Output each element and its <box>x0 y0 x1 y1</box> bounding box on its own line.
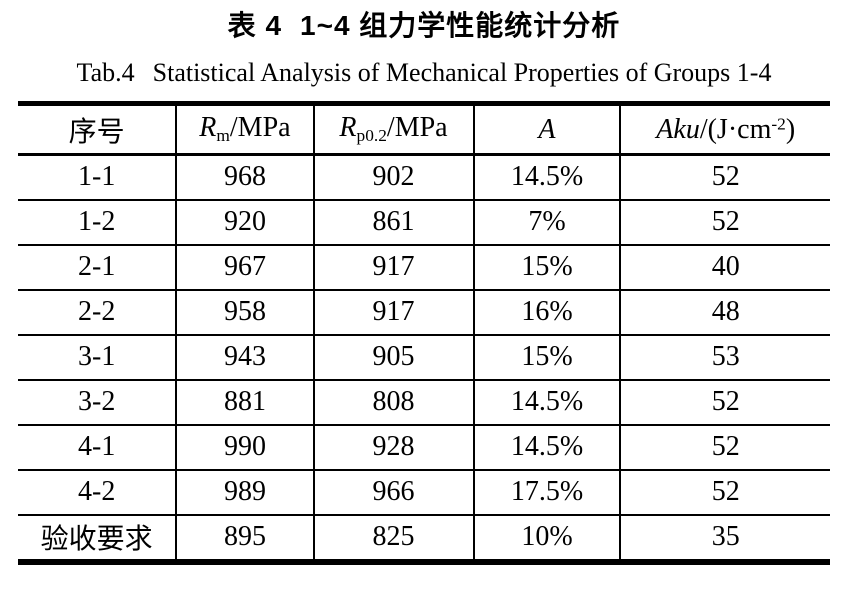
header-segment: ) <box>785 113 796 145</box>
table-cell-rm-mpa: 990 <box>175 424 314 470</box>
table-cell-rp02-mpa: 905 <box>312 334 474 380</box>
table-cell-elongation-a: 14.5% <box>472 424 621 470</box>
header-segment: /(J·cm <box>699 113 772 145</box>
table-cell-aku-impact: 40 <box>619 244 830 290</box>
table-cell-rp02-mpa: 966 <box>312 469 474 515</box>
table-cell-aku-impact: 52 <box>619 379 830 425</box>
table-cell-rm-mpa: 895 <box>175 514 314 562</box>
table-cell-rp02-mpa: 902 <box>312 154 474 200</box>
table-cell-rp02-mpa: 808 <box>312 379 474 425</box>
table-cell-sequence-number: 2-2 <box>78 296 116 327</box>
table-cell-aku-impact: 35 <box>619 514 830 562</box>
column-header-rm-mpa: Rm/MPa <box>175 103 314 155</box>
table-cell-rm-mpa: 881 <box>175 379 314 425</box>
table-row: 4-1 990 928 14.5% 52 <box>18 424 830 470</box>
table-cell-elongation-a: 7% <box>472 199 621 245</box>
table-row: 1-1 968 902 14.5% 52 <box>18 154 830 200</box>
table-cell-elongation-a: 14.5% <box>472 379 621 425</box>
column-header-sequence-number: 序号 <box>18 104 176 155</box>
table-cell-sequence-number: 4-1 <box>78 431 116 462</box>
table-caption-english: Tab.4 Statistical Analysis of Mechanical … <box>0 56 848 90</box>
table-cell-elongation-a: 17.5% <box>472 469 621 515</box>
table-body: 1-1 968 902 14.5% 52 1-2 920 861 7% 52 2-1 967 917 15… <box>18 154 830 562</box>
table-cell-sequence-number: 验收要求 <box>40 524 153 555</box>
table-row: 1-2 920 861 7% 52 <box>18 199 830 245</box>
table-cell-sequence-number: 1-2 <box>78 206 116 237</box>
column-header-aku-impact: Aku/(J·cm-2) <box>619 103 830 155</box>
table-cell-rp02-mpa: 825 <box>312 514 474 562</box>
table-row: 3-2 881 808 14.5% 52 <box>18 379 830 425</box>
table-cell-sequence-number: 3-2 <box>78 386 116 417</box>
header-segment: m <box>216 126 230 146</box>
table-cell-sequence-number: 2-1 <box>78 251 116 282</box>
table-cell-aku-impact: 52 <box>619 199 830 245</box>
table-row: 2-1 967 917 15% 40 <box>18 244 830 290</box>
header-segment: -2 <box>771 113 786 133</box>
table-cell-sequence-number: 1-1 <box>78 161 116 193</box>
table-cell-rp02-mpa: 917 <box>312 289 474 335</box>
table-cell-elongation-a: 14.5% <box>472 154 621 200</box>
header-segment: p0.2 <box>356 126 387 146</box>
table-cell-elongation-a: 15% <box>472 334 621 380</box>
column-header-elongation-a: A <box>472 103 621 155</box>
table-cell-aku-impact: 52 <box>619 424 830 470</box>
table-cell-elongation-a: 15% <box>472 244 621 290</box>
mechanical-properties-table: 序号 Rm/MPa Rp0.2/MPa A Aku/(J·cm-2) 1-1 968 902… <box>18 101 830 565</box>
table-row: 3-1 943 905 15% 53 <box>18 334 830 380</box>
table-cell-rp02-mpa: 917 <box>312 244 474 290</box>
table-row: 2-2 958 917 16% 48 <box>18 289 830 335</box>
column-header-rp02-mpa: Rp0.2/MPa <box>312 103 474 155</box>
table-cell-aku-impact: 53 <box>619 334 830 380</box>
table-caption-english-label: Tab.4 <box>76 58 135 87</box>
table-cell-sequence-number: 3-1 <box>78 341 116 372</box>
table-caption-chinese-label: 表 4 <box>227 10 283 41</box>
table-head: 序号 Rm/MPa Rp0.2/MPa A Aku/(J·cm-2) <box>18 103 830 155</box>
table-cell-rm-mpa: 920 <box>175 199 314 245</box>
header-segment: A <box>538 113 556 145</box>
header-segment: /MPa <box>386 112 448 144</box>
table-caption-chinese-text: 1~4 组力学性能统计分析 <box>300 10 621 41</box>
table-cell-rm-mpa: 958 <box>175 289 314 335</box>
header-segment: R <box>199 112 217 144</box>
table-cell-aku-impact: 52 <box>619 469 830 515</box>
table-row: 验收要求 895 825 10% 35 <box>18 514 830 562</box>
header-segment: /MPa <box>229 112 291 144</box>
table-caption-chinese: 表 4 1~4 组力学性能统计分析 <box>0 8 848 44</box>
table-cell-aku-impact: 52 <box>619 154 830 200</box>
header-segment: Aku <box>656 113 700 145</box>
table-cell-rm-mpa: 968 <box>175 154 314 200</box>
table-cell-sequence-number: 4-2 <box>78 476 116 507</box>
header-row: 序号 Rm/MPa Rp0.2/MPa A Aku/(J·cm-2) <box>18 103 830 155</box>
table-cell-rp02-mpa: 928 <box>312 424 474 470</box>
table-row: 4-2 989 966 17.5% 52 <box>18 469 830 515</box>
table-cell-elongation-a: 16% <box>472 289 621 335</box>
table-cell-aku-impact: 48 <box>619 289 830 335</box>
header-segment: R <box>339 112 357 144</box>
table-caption-english-text: Statistical Analysis of Mechanical Prope… <box>152 58 772 87</box>
table-cell-rm-mpa: 989 <box>175 469 314 515</box>
header-segment: 序号 <box>68 116 125 148</box>
table-cell-rp02-mpa: 861 <box>312 199 474 245</box>
table-cell-elongation-a: 10% <box>472 514 621 562</box>
table-cell-rm-mpa: 943 <box>175 334 314 380</box>
table-cell-rm-mpa: 967 <box>175 244 314 290</box>
